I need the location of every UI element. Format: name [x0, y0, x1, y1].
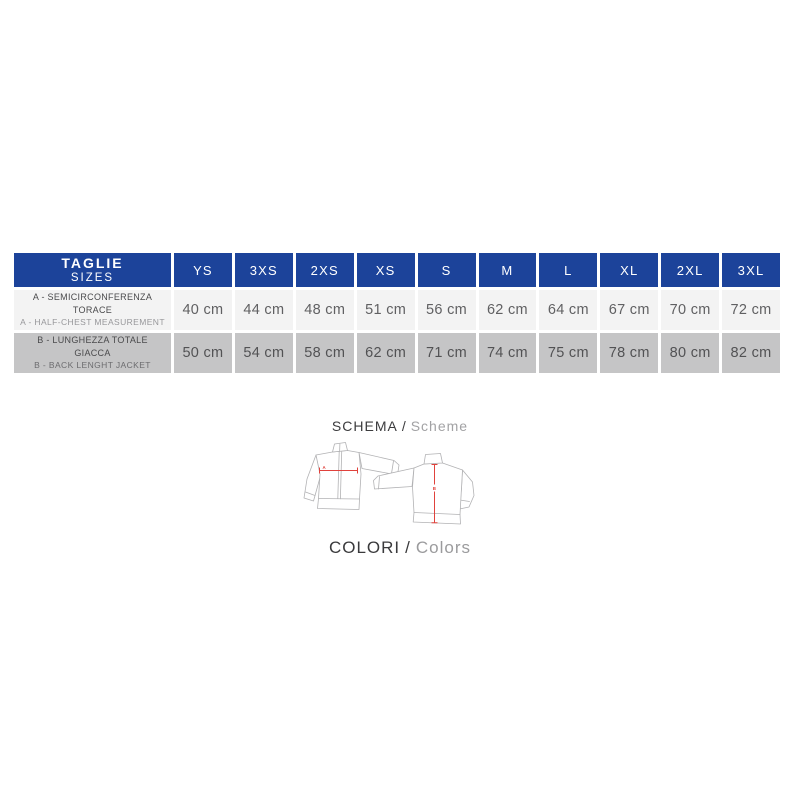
value-b-s: 71 cm [426, 345, 468, 361]
colori-title: COLORI / Colors [0, 538, 800, 558]
front-left-cuff-line [305, 491, 316, 496]
row-a-label-it: A - SEMICIRCONFERENZA TORACE [32, 292, 153, 316]
size-header-l: L [539, 253, 598, 287]
value-b-l: 75 cm [547, 345, 589, 361]
value-b-2xs: 58 cm [304, 345, 346, 361]
value-a-3xl: 72 cm [730, 302, 772, 318]
front-right-cuff-line [391, 460, 394, 474]
value-b-3xs: 54 cm [243, 345, 285, 361]
corner-subtitle: SIZES [70, 271, 115, 284]
colori-title-it: COLORI [328, 538, 401, 557]
schema-title-it: SCHEMA [331, 418, 398, 434]
value-b-xs: 62 cm [365, 345, 407, 361]
jacket-front-diagram: A [303, 442, 400, 510]
measure-b-marker: B [433, 486, 436, 491]
value-a-xs: 51 cm [365, 302, 407, 318]
back-collar [423, 453, 443, 465]
jacket-back-diagram: B [373, 453, 475, 525]
size-header-3xs: 3XS [234, 253, 293, 287]
size-header-s: S [417, 253, 476, 287]
jacket-schema-diagram: A B [303, 442, 475, 525]
back-right-cuff-line [459, 499, 470, 502]
corner-title: TAGLIE [61, 254, 124, 271]
size-header-2xl: 2XL [661, 253, 720, 287]
value-a-2xs: 48 cm [304, 302, 346, 318]
measure-b-line [431, 464, 438, 524]
back-hem-line [413, 512, 461, 515]
value-a-2xl: 70 cm [669, 302, 711, 318]
table-corner-header: TAGLIE SIZES [14, 253, 171, 287]
value-a-m: 62 cm [486, 302, 528, 318]
value-a-3xs: 44 cm [243, 302, 285, 318]
value-b-3xl: 82 cm [730, 345, 772, 361]
value-a-l: 64 cm [547, 302, 589, 318]
value-b-m: 74 cm [486, 345, 528, 361]
row-a-label: A - SEMICIRCONFERENZA TORACE A - HALF-CH… [14, 290, 171, 330]
schema-title-separator: / [401, 418, 407, 434]
value-b-2xl: 80 cm [669, 345, 711, 361]
measure-a-marker: A [323, 465, 327, 470]
size-header-2xs: 2XS [295, 253, 354, 287]
value-a-xl: 67 cm [608, 302, 650, 318]
size-header-ys: YS [174, 253, 232, 287]
size-header-xl: XL [600, 253, 659, 287]
measure-b-marker-bg [431, 484, 438, 492]
size-header-m: M [478, 253, 537, 287]
back-body [412, 462, 463, 525]
back-left-sleeve [373, 467, 415, 490]
schema-title: SCHEMA / Scheme [0, 418, 800, 434]
value-b-xl: 78 cm [608, 345, 650, 361]
front-hem-line [318, 498, 360, 500]
value-a-ys: 40 cm [182, 302, 224, 318]
colori-title-en: Colors [415, 538, 472, 557]
row-a-label-en: A - HALF-CHEST MEASUREMENT [20, 316, 165, 327]
size-table: TAGLIE SIZES YS 3XS 2XS XS S M L XL 2XL … [14, 253, 780, 373]
size-header-3xl: 3XL [722, 253, 780, 287]
front-zipper-line [337, 443, 343, 500]
front-right-sleeve [358, 452, 400, 476]
back-left-cuff-line [378, 476, 380, 490]
value-a-s: 56 cm [426, 302, 468, 318]
row-b-label-it: B - LUNGHEZZA TOTALE GIACCA [37, 335, 148, 359]
row-b-label: B - LUNGHEZZA TOTALE GIACCA B - BACK LEN… [14, 333, 171, 373]
row-b-label-en: B - BACK LENGHT JACKET [34, 359, 151, 370]
size-header-xs: XS [356, 253, 415, 287]
colori-title-separator: / [405, 538, 411, 557]
value-b-ys: 50 cm [182, 345, 224, 361]
schema-title-en: Scheme [410, 418, 469, 434]
measure-a-line [319, 467, 358, 474]
